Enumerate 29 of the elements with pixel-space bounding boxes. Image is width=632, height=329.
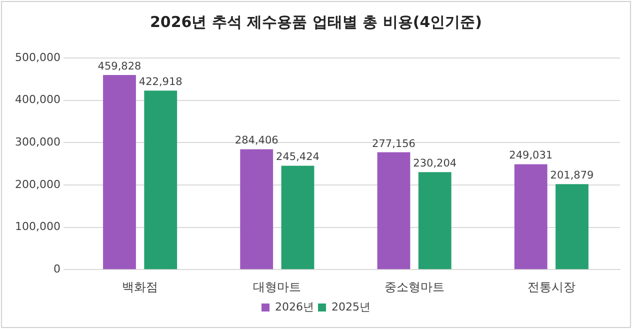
data-label: 284,406 bbox=[234, 134, 279, 147]
data-label: 459,828 bbox=[98, 60, 142, 72]
legend-label: 2026년 bbox=[275, 300, 314, 314]
chart-title: 2026년 추석 제수용품 업태별 총 비용(4인기준) bbox=[150, 12, 482, 31]
x-tick-label: 백화점 bbox=[122, 280, 158, 294]
data-label: 249,031 bbox=[509, 150, 553, 162]
y-tick-label: 100,000 bbox=[14, 220, 60, 234]
y-tick-label: 500,000 bbox=[14, 50, 60, 64]
y-tick-label: 400,000 bbox=[14, 93, 60, 106]
bar bbox=[281, 166, 314, 270]
legend-label: 2025년 bbox=[332, 300, 370, 314]
bar bbox=[144, 90, 178, 270]
data-label: 245,424 bbox=[276, 151, 320, 164]
data-label: 201,879 bbox=[550, 170, 594, 182]
data-label: 277,156 bbox=[372, 138, 416, 150]
bar bbox=[240, 149, 274, 270]
bar bbox=[377, 152, 410, 270]
bar bbox=[556, 184, 588, 270]
data-label: 422,918 bbox=[138, 76, 182, 88]
y-tick-label: 0 bbox=[53, 262, 60, 276]
bar bbox=[514, 164, 548, 270]
bar bbox=[103, 75, 136, 270]
data-label: 230,204 bbox=[413, 158, 457, 170]
y-tick-label: 300,000 bbox=[14, 136, 60, 148]
bar bbox=[418, 172, 452, 270]
x-tick-label: 전통시장 bbox=[527, 280, 576, 294]
y-tick-label: 200,000 bbox=[14, 178, 60, 191]
x-tick-label: 대형마트 bbox=[253, 280, 302, 294]
x-tick-label: 중소형마트 bbox=[384, 280, 444, 294]
